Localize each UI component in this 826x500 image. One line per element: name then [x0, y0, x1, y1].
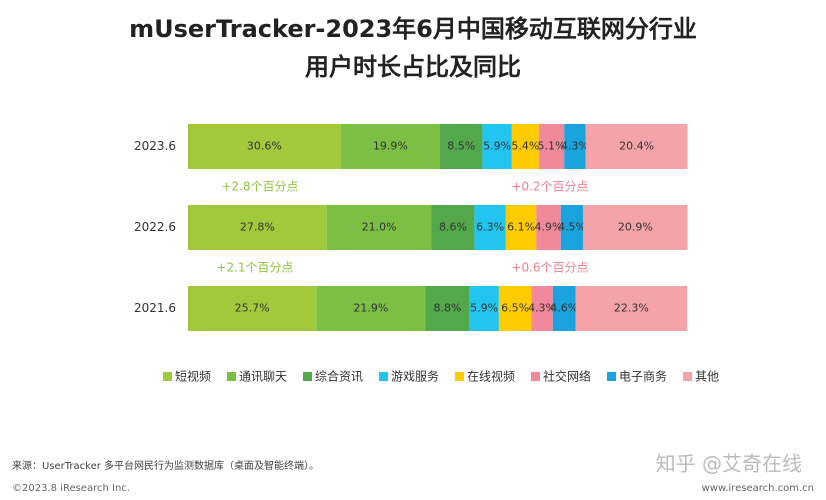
bar-segment: [511, 124, 539, 169]
chart-subtitle: 用户时长占比及同比: [305, 53, 521, 81]
bar-segment: [188, 124, 341, 169]
y-tick-label: 2023.6: [134, 139, 176, 153]
legend-swatch: [303, 372, 312, 381]
legend-label: 游戏服务: [391, 369, 439, 384]
legend-label: 社交网络: [543, 369, 591, 384]
value-label: 21.9%: [353, 302, 388, 315]
legend-swatch: [531, 372, 540, 381]
bar-segment: [552, 286, 576, 331]
y-tick-label: 2021.6: [134, 301, 176, 315]
bar-segment: [575, 286, 687, 331]
bar-segment: [474, 205, 506, 250]
value-label: 6.3%: [476, 221, 504, 234]
value-label: 4.3%: [528, 302, 556, 315]
legend-swatch: [227, 372, 236, 381]
legend-swatch: [455, 372, 464, 381]
value-label: 8.6%: [439, 221, 467, 234]
value-label: 6.1%: [507, 221, 535, 234]
bar-segment: [536, 205, 561, 250]
legend-swatch: [607, 372, 616, 381]
bar-segment: [531, 286, 553, 331]
legend-swatch: [683, 372, 692, 381]
value-label: 25.7%: [235, 302, 270, 315]
annotation: +2.1个百分点: [216, 261, 293, 275]
bar-segment: [585, 124, 688, 169]
annotation: +0.6个百分点: [511, 261, 588, 275]
value-label: 21.0%: [362, 221, 397, 234]
value-label: 30.6%: [247, 140, 282, 153]
bar-segment: [425, 286, 470, 331]
bar-segment: [505, 205, 537, 250]
copyright: ©2023.8 iResearch Inc.: [12, 483, 130, 494]
source-note: 来源：UserTracker 多平台网民行为监测数据库（桌面及智能终端）。: [12, 459, 319, 472]
bar-segment: [564, 124, 586, 169]
legend-swatch: [379, 372, 388, 381]
chart-title: mUserTracker-2023年6月中国移动互联网分行业: [129, 15, 697, 43]
value-label: 5.9%: [470, 302, 498, 315]
value-label: 5.1%: [538, 140, 566, 153]
bar-segment: [583, 205, 688, 250]
bar-segment: [498, 286, 532, 331]
bar-segment: [560, 205, 584, 250]
value-label: 4.6%: [550, 302, 578, 315]
bar-segment: [316, 286, 426, 331]
bar-segment: [538, 124, 565, 169]
legend-label: 综合资讯: [315, 369, 363, 384]
legend-label: 通讯聊天: [239, 370, 287, 384]
value-label: 5.4%: [511, 140, 539, 153]
value-label: 8.5%: [447, 140, 475, 153]
bar-segment: [482, 124, 512, 169]
value-label: 5.9%: [483, 140, 511, 153]
y-tick-label: 2022.6: [134, 220, 176, 234]
legend-label: 在线视频: [467, 369, 515, 384]
value-label: 19.9%: [373, 140, 408, 153]
value-label: 4.9%: [535, 221, 563, 234]
value-label: 22.3%: [614, 302, 649, 315]
legend-label: 其他: [695, 370, 719, 384]
bar-segment: [188, 205, 327, 250]
value-label: 20.9%: [618, 221, 653, 234]
annotation: +0.2个百分点: [511, 180, 588, 194]
bar-segment: [340, 124, 440, 169]
bar-segment: [439, 124, 483, 169]
value-label: 8.8%: [434, 302, 462, 315]
legend-swatch: [163, 372, 172, 381]
value-label: 20.4%: [619, 140, 654, 153]
value-label: 4.3%: [561, 140, 589, 153]
website: www.iresearch.com.cn: [702, 483, 814, 494]
legend-label: 短视频: [175, 369, 211, 384]
value-label: 6.5%: [501, 302, 529, 315]
watermark: 知乎 @艾奇在线: [656, 452, 802, 476]
bar-segment: [326, 205, 432, 250]
value-label: 27.8%: [240, 221, 275, 234]
bar-segment: [431, 205, 475, 250]
legend-label: 电子商务: [619, 369, 667, 384]
annotation: +2.8个百分点: [221, 180, 298, 194]
bar-segment: [188, 286, 317, 331]
bar-segment: [469, 286, 499, 331]
value-label: 4.5%: [558, 221, 586, 234]
